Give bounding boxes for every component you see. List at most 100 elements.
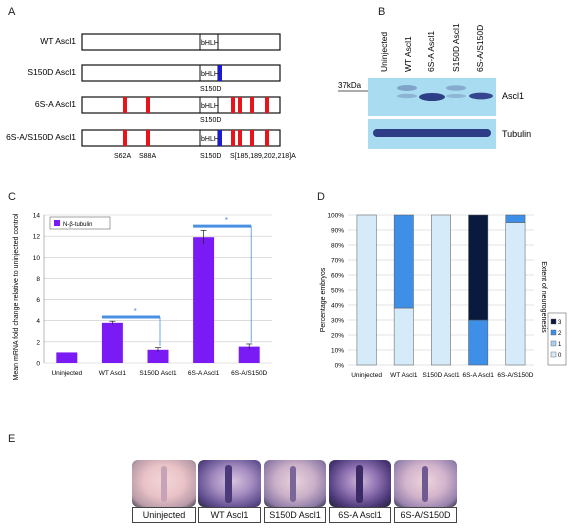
embryo-label: Uninjected bbox=[132, 507, 196, 523]
y-tick-label: 6 bbox=[36, 297, 40, 304]
y-tick-label: 2 bbox=[36, 339, 40, 346]
x-tick-label: WT Ascl1 bbox=[390, 372, 418, 379]
legend-swatch bbox=[550, 340, 557, 347]
construct-label: WT Ascl1 bbox=[40, 36, 76, 46]
y-tick-label: 60% bbox=[331, 273, 344, 280]
stacked-segment bbox=[431, 214, 451, 366]
s150d-label: S150D bbox=[200, 117, 221, 124]
x-tick-label: WT Ascl1 bbox=[99, 370, 127, 377]
y-tick-label: 10 bbox=[33, 255, 41, 262]
panel-c-bar-chart: Mean mRNA fold change relative to uninje… bbox=[13, 213, 272, 380]
legend-entry: 2 bbox=[558, 331, 562, 337]
legend-swatch bbox=[550, 329, 557, 336]
bar bbox=[147, 349, 169, 363]
y-tick-label: 10% bbox=[331, 348, 344, 355]
phospho-site-mark bbox=[265, 130, 269, 146]
bar bbox=[193, 237, 215, 363]
phospho-site-mark bbox=[238, 130, 242, 146]
phospho-site-mark bbox=[265, 97, 269, 113]
panel-label-d: D bbox=[317, 191, 325, 203]
band bbox=[397, 93, 417, 99]
embryo-image-6sa-s150d bbox=[394, 460, 457, 507]
bar bbox=[56, 352, 78, 363]
blot-column-label: S150D Ascl1 bbox=[451, 23, 461, 72]
gridlines bbox=[43, 214, 272, 364]
embryo-image-s150d-ascl1 bbox=[264, 460, 326, 507]
panel-label-a: A bbox=[8, 6, 16, 18]
stacked-segment bbox=[356, 214, 377, 366]
s150d-mark bbox=[218, 130, 222, 146]
legend-box bbox=[49, 216, 111, 230]
significance-star: * bbox=[134, 307, 137, 316]
bar bbox=[238, 346, 260, 363]
blot-column-label: 6S-A Ascl1 bbox=[426, 31, 436, 72]
bars bbox=[56, 224, 260, 363]
x-tick-label: 6S-A/S150D bbox=[497, 372, 533, 379]
construct-label: 6S-A/S150D Ascl1 bbox=[6, 132, 76, 142]
ascl1-band-label: Ascl1 bbox=[502, 91, 524, 101]
panel-label-c: C bbox=[8, 191, 16, 203]
band bbox=[419, 93, 445, 101]
y-tick-label: 12 bbox=[33, 234, 41, 241]
embryo-label: WT Ascl1 bbox=[198, 507, 261, 523]
phospho-site-mark bbox=[146, 97, 150, 113]
stacked-segment bbox=[505, 214, 526, 223]
y-tick-label: 100% bbox=[327, 213, 344, 220]
phospho-site-mark bbox=[123, 97, 127, 113]
phospho-site-mark bbox=[231, 130, 235, 146]
panel-d-stacked-bar-chart: Percentage embryos 0% 10% 20% 30% 40% 50% 60% 7… bbox=[320, 213, 567, 379]
construct-label: S150D Ascl1 bbox=[27, 67, 76, 77]
legend-swatch bbox=[550, 318, 557, 325]
x-tick-label: S150D Ascl1 bbox=[422, 372, 460, 379]
panel-label-b: B bbox=[378, 6, 386, 18]
construct-label: 6S-A Ascl1 bbox=[35, 99, 76, 109]
phospho-site-mark bbox=[250, 130, 254, 146]
phospho-site-mark bbox=[238, 97, 242, 113]
construct-bar-s150d bbox=[81, 64, 281, 82]
y-axis-label: Percentage embryos bbox=[320, 267, 327, 332]
x-tick-label: 6S-A Ascl1 bbox=[188, 370, 220, 377]
phospho-site-mark bbox=[250, 97, 254, 113]
stacked-segment bbox=[468, 214, 489, 321]
x-tick-label: 6S-A/S150D bbox=[231, 370, 267, 377]
construct-bar-wt bbox=[81, 33, 281, 51]
bhlh-label: bHLH bbox=[201, 136, 219, 143]
blot-column-label: 6S-A/S150D bbox=[475, 25, 485, 72]
construct-bar-6sa bbox=[81, 96, 281, 114]
y-tick-label: 0% bbox=[335, 363, 345, 370]
y-tick-label: 30% bbox=[331, 318, 344, 325]
legend-entry: 0 bbox=[558, 353, 562, 359]
x-tick-label: S150D Ascl1 bbox=[139, 370, 177, 377]
blot-column-label: Uninjected bbox=[379, 32, 389, 72]
y-tick-label: 70% bbox=[331, 258, 344, 265]
embryo-image-wt-ascl1 bbox=[198, 460, 261, 507]
tubulin-band bbox=[373, 129, 491, 137]
s150d-mark bbox=[218, 65, 222, 81]
phospho-site-mark bbox=[231, 97, 235, 113]
s150d-label: S150D bbox=[200, 86, 221, 93]
legend-swatch bbox=[550, 351, 557, 358]
embryo-label: 6S-A Ascl1 bbox=[329, 507, 391, 523]
tubulin-band-label: Tubulin bbox=[502, 129, 531, 139]
blot-column-label: WT Ascl1 bbox=[403, 36, 413, 72]
panel-b-western-blot: Uninjected WT Ascl1 6S-A Ascl1 S150D Asc… bbox=[338, 23, 531, 149]
legend-box bbox=[547, 312, 567, 366]
embryo-image-uninjected bbox=[132, 460, 196, 507]
x-tick-label: Uninjected bbox=[51, 370, 82, 377]
legend-entry: N-β-tubulin bbox=[63, 222, 92, 228]
stacked-bars bbox=[356, 214, 526, 366]
band bbox=[397, 85, 417, 91]
panel-label-e: E bbox=[8, 433, 16, 445]
stacked-segment bbox=[393, 307, 414, 366]
site-label-s62a: S62A bbox=[114, 153, 131, 160]
embryo-label: 6S-A/S150D bbox=[394, 507, 457, 523]
site-label-cluster: S[185,189,202,218]A bbox=[230, 153, 296, 160]
y-tick-label: 8 bbox=[36, 276, 40, 283]
legend-entry: 3 bbox=[558, 320, 562, 326]
y-tick-label: 80% bbox=[331, 243, 344, 250]
site-label-s88a: S88A bbox=[139, 153, 156, 160]
x-tick-label: 6S-A Ascl1 bbox=[462, 372, 494, 379]
x-tick-label: Uninjected bbox=[351, 372, 382, 379]
bhlh-label: bHLH bbox=[201, 71, 219, 78]
embryo-label: S150D Ascl1 bbox=[264, 507, 326, 523]
